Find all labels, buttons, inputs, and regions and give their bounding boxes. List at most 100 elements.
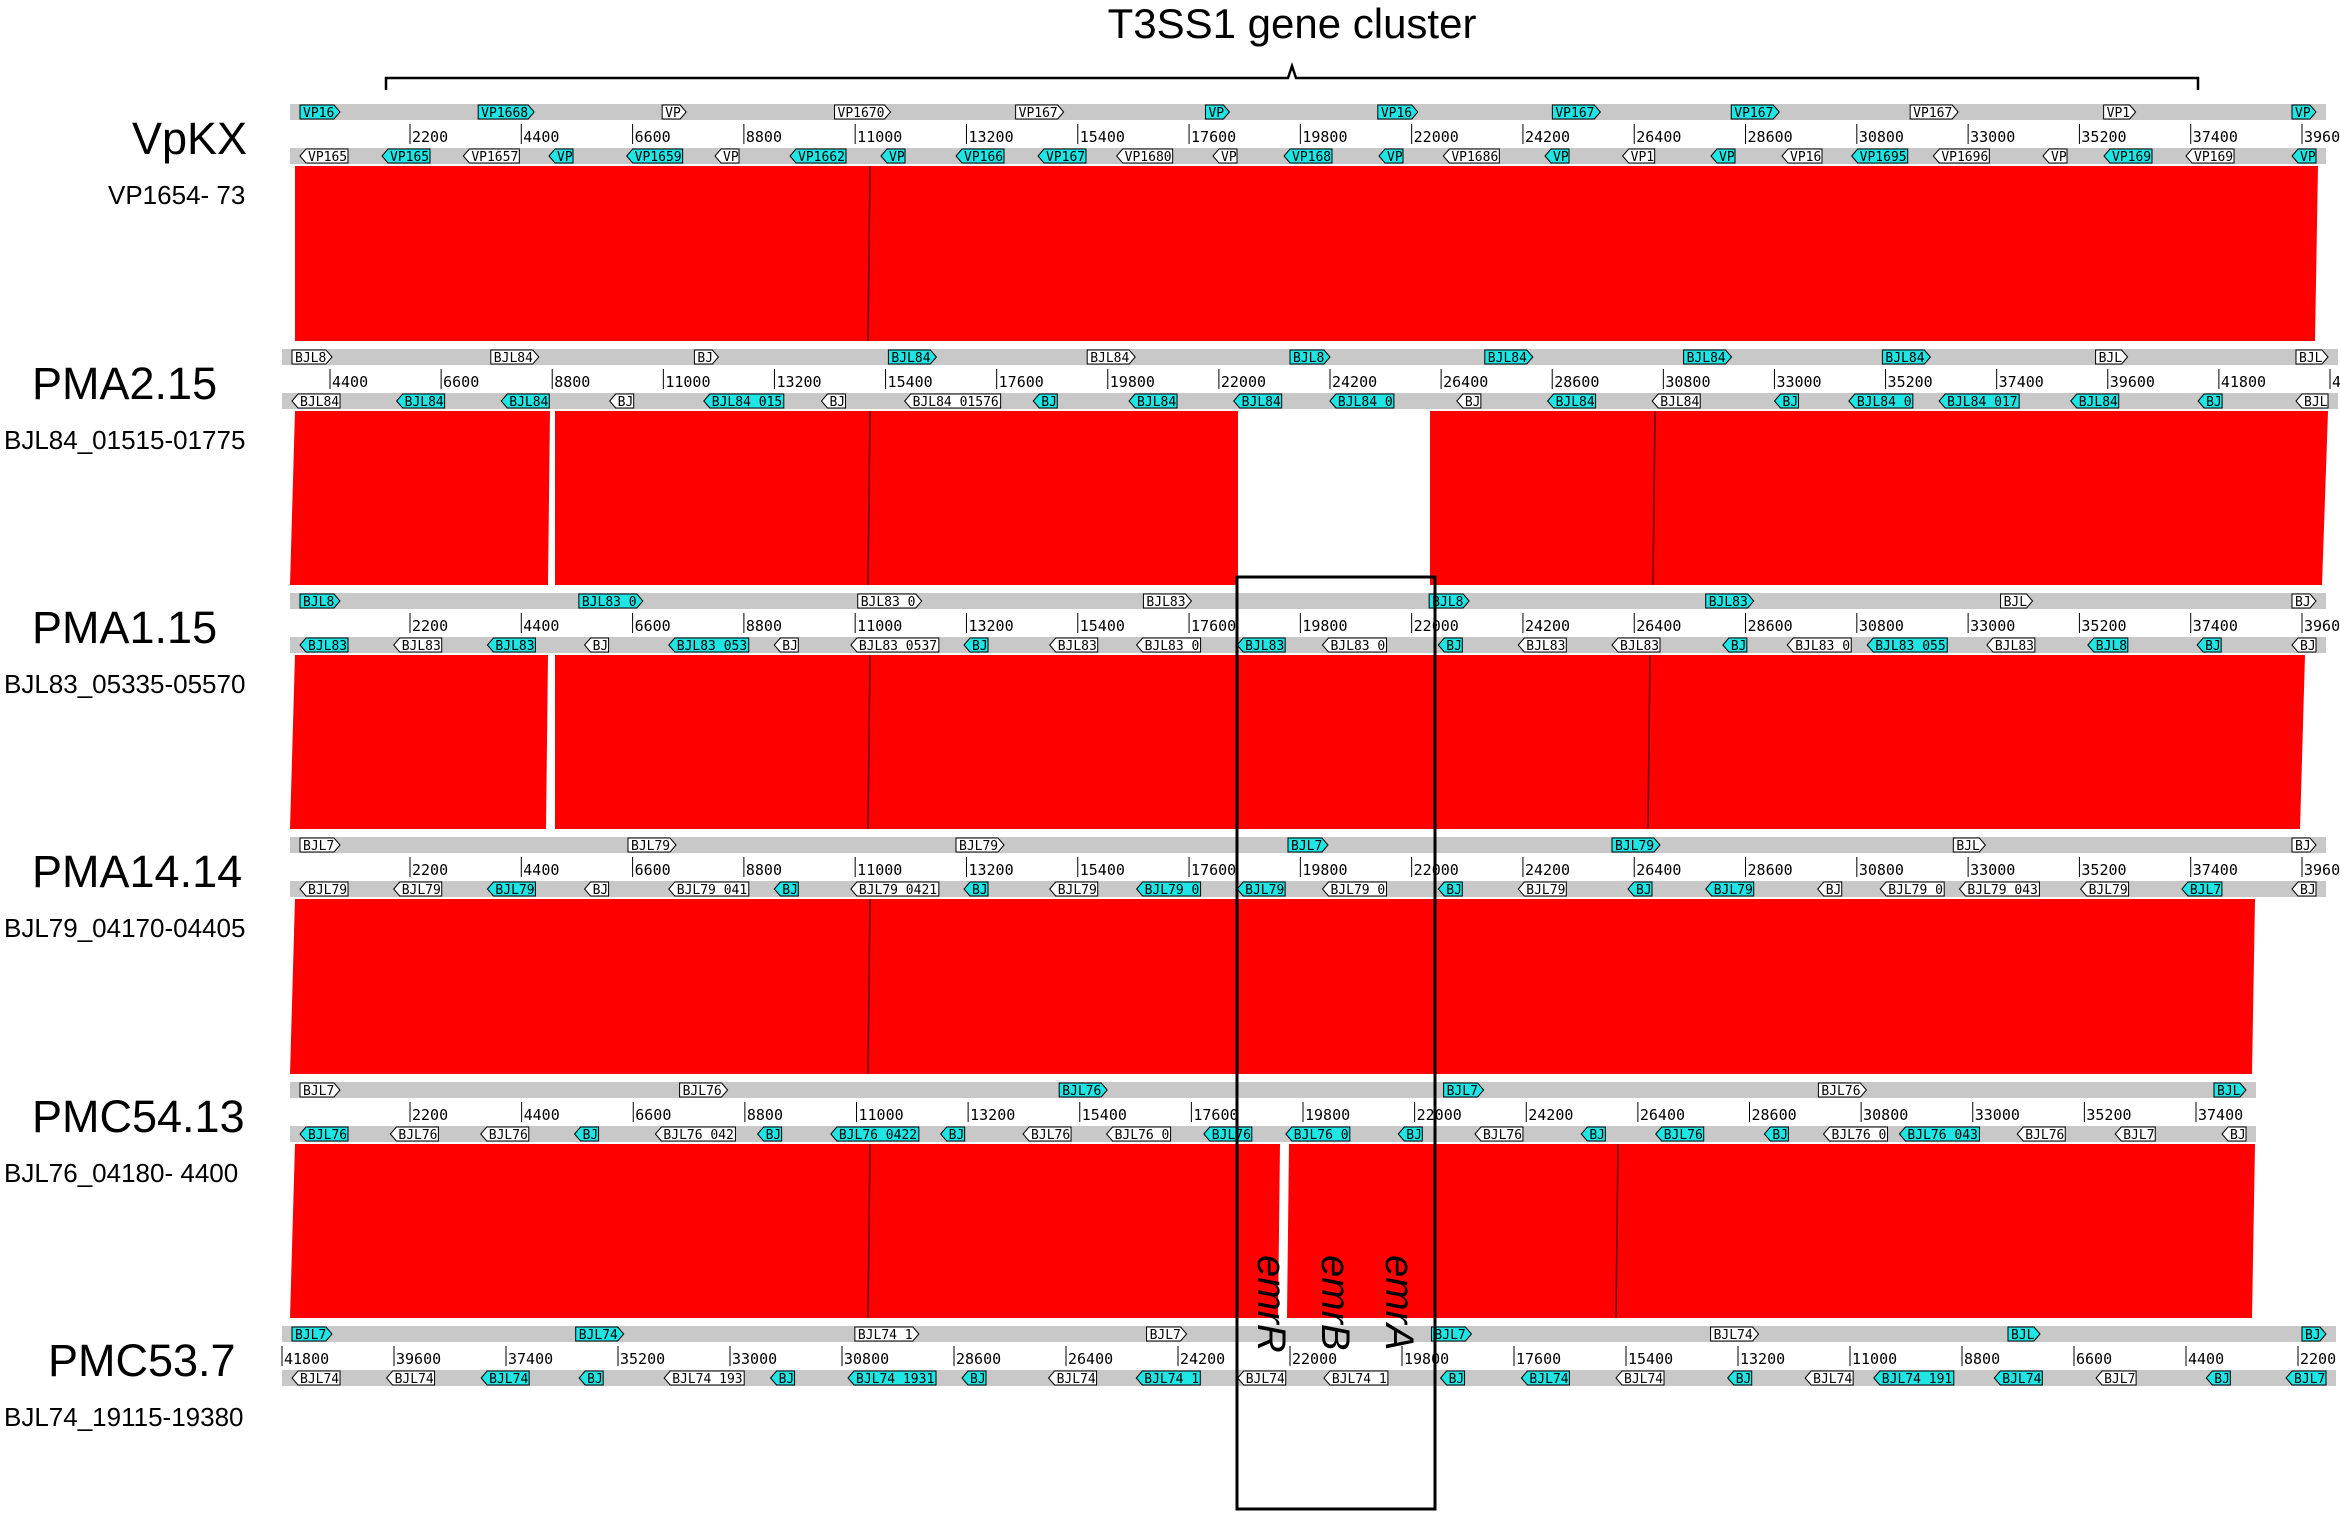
match-divider (1615, 1143, 1619, 1319)
gene-label: BJ (2295, 839, 2311, 854)
gene-arrow: BJL84 (1881, 349, 1932, 366)
gene-arrow: BJL7 (2114, 1126, 2156, 1143)
gene-arrow: BJ (1727, 1370, 1753, 1387)
gene-arrow: BJ (2197, 393, 2223, 410)
track-locus: BJL83_05335-05570 (4, 669, 245, 699)
gene-label: BJL76 0422 (839, 1128, 917, 1143)
gene-arrow: VP1695 (1851, 148, 1909, 165)
gene-label: VP169 (2194, 150, 2233, 165)
gene-arrow: BJL76 043 (1898, 1126, 1980, 1143)
gene-label: BJL84 (1885, 351, 1924, 366)
gene-label: BJ (970, 1372, 986, 1387)
scale-tick-label: 39600 (2110, 373, 2155, 391)
gene-label: BJL (2304, 395, 2328, 410)
scale-tick-label: 8800 (747, 1106, 783, 1124)
gene-label: BJL8 (303, 595, 334, 610)
scale-tick-label: 6600 (635, 861, 671, 879)
gene-arrow: BJ (2221, 1126, 2247, 1143)
gene-arrow: BJL79 041 (668, 881, 750, 898)
gene-arrow: BJL74 (575, 1326, 625, 1343)
gene-label: BJL74 1931 (856, 1372, 934, 1387)
gene-arrow: BJ (773, 881, 799, 898)
scale-tick-label: 28600 (956, 1350, 1001, 1368)
gene-arrow: BJL74 (1615, 1370, 1665, 1387)
scale-tick-label: 6600 (2076, 1350, 2112, 1368)
gene-label: BJL (2004, 595, 2028, 610)
gene-arrow: BJL76 (1655, 1126, 1705, 1143)
gene-arrow: BJL76 042 (654, 1126, 736, 1143)
synteny-match-block (290, 1144, 1280, 1318)
gene-arrow: BJL83 0 (578, 593, 644, 610)
gene-label: BJL76 042 (663, 1128, 733, 1143)
scale-tick-label: 19800 (1302, 861, 1347, 879)
gene-arrow: BJL79 0 (1321, 881, 1387, 898)
scale-tick-label: 26400 (1636, 617, 1681, 635)
gene-arrow: BJL8 (2087, 637, 2129, 654)
gene-arrow: BJL79 (299, 881, 349, 898)
gene-label: BJL74 193 (672, 1372, 742, 1387)
gene-label: BJL7 (1447, 1084, 1478, 1099)
synteny-match-block (295, 166, 2318, 341)
gene-arrow: BJL83 0 (1321, 637, 1387, 654)
gene-label: BJL84 (1137, 395, 1176, 410)
gene-label: BJL (2011, 1328, 2035, 1343)
gene-label: BJ (593, 639, 609, 654)
match-divider (867, 410, 871, 586)
gene-arrow: BJ (769, 1370, 796, 1387)
gene-arrow: BJL83 0 (857, 593, 923, 610)
gene-arrow: VP166 (955, 148, 1005, 165)
gene-arrow: BJL79 (1236, 881, 1286, 898)
scale-tick-label: 35200 (2081, 861, 2126, 879)
scale-tick-label: 28600 (1748, 617, 1793, 635)
gene-arrow: BJL84 01576 (903, 393, 1002, 410)
gene-arrow: BJL (2295, 393, 2329, 410)
gene-label: BJ (2214, 1372, 2230, 1387)
gene-arrow: BJL76 0 (1105, 1126, 1172, 1143)
gene-label: BJL83 (1526, 639, 1565, 654)
match-divider (867, 898, 871, 1075)
gene-arrow: BJ (609, 393, 635, 410)
match-divider (867, 654, 871, 830)
gene-label: VP167 (1555, 106, 1594, 121)
gene-label: BJL84 (1090, 351, 1129, 366)
gene-label: BJL84 (1660, 395, 1699, 410)
gene-label: BJL74 (489, 1372, 528, 1387)
gene-arrow: BJL76 (1022, 1126, 1072, 1143)
gene-arrow: BJL76 (1817, 1082, 1868, 1099)
gene-label: BJL79 (308, 883, 347, 898)
gene-label: VP165 (390, 150, 429, 165)
gene-arrow: BJ (573, 1126, 600, 1143)
gene-arrow: VP (2291, 104, 2317, 121)
gene-arrow: BJ (2291, 837, 2317, 854)
scale-tick-label: 37400 (1999, 373, 2044, 391)
gene-label: VP168 (1292, 150, 1331, 165)
gene-label: BJL83 (1245, 639, 1284, 654)
gene-arrow: VP (661, 104, 687, 121)
scale-tick-label: 26400 (1636, 861, 1681, 879)
scale-tick-label: 19800 (1404, 1350, 1449, 1368)
gene-label: BJ (1636, 883, 1652, 898)
gene-arrow: VP (1710, 148, 1736, 165)
scale-tick-label: 22000 (1414, 128, 1459, 146)
track-locus: BJL74_19115-19380 (4, 1402, 244, 1432)
gene-arrow: BJL84 (500, 393, 550, 410)
gene-arrow: BJL (2007, 1326, 2041, 1343)
track-1: VpKX VP1654- 73 2200 4400 6600 8800 11000 13200… (108, 104, 2340, 210)
scale-tick-label: 15400 (1080, 617, 1125, 635)
track-locus: BJL79_04170-04405 (4, 913, 245, 943)
gene-arrow: BJL84 (291, 393, 341, 410)
bottom-strand-track (282, 393, 2338, 409)
gene-arrow: BJL79 (2079, 881, 2130, 898)
gene-arrow: VP165 (299, 148, 349, 165)
scale-tick-label: 41800 (2221, 373, 2266, 391)
scale-tick-label: 15400 (1628, 1350, 1673, 1368)
gene-arrow: BJ (583, 637, 610, 654)
scale-tick-label: 33000 (1970, 861, 2015, 879)
scale-tick-label: 17600 (999, 373, 1044, 391)
cluster-brace (384, 62, 2200, 90)
gene-arrow: VP (1212, 148, 1238, 165)
gene-label: BJL84 (2079, 395, 2118, 410)
scale-tick-label: 24200 (1525, 128, 1570, 146)
scale-tick-label: 28600 (1752, 1106, 1797, 1124)
gene-arrow: VP1668 (477, 104, 535, 121)
